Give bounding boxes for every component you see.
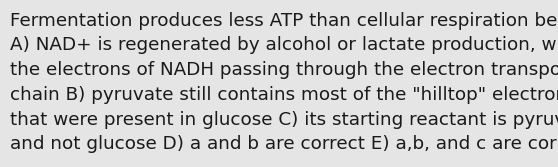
Text: chain B) pyruvate still contains most of the "hilltop" electrons: chain B) pyruvate still contains most of… bbox=[10, 86, 558, 104]
Text: A) NAD+ is regenerated by alcohol or lactate production, without: A) NAD+ is regenerated by alcohol or lac… bbox=[10, 36, 558, 54]
Text: and not glucose D) a and b are correct E) a,b, and c are correct: and not glucose D) a and b are correct E… bbox=[10, 135, 558, 153]
Text: that were present in glucose C) its starting reactant is pyruvate: that were present in glucose C) its star… bbox=[10, 111, 558, 129]
Text: Fermentation produces less ATP than cellular respiration because: Fermentation produces less ATP than cell… bbox=[10, 12, 558, 30]
Text: the electrons of NADH passing through the electron transport: the electrons of NADH passing through th… bbox=[10, 61, 558, 79]
